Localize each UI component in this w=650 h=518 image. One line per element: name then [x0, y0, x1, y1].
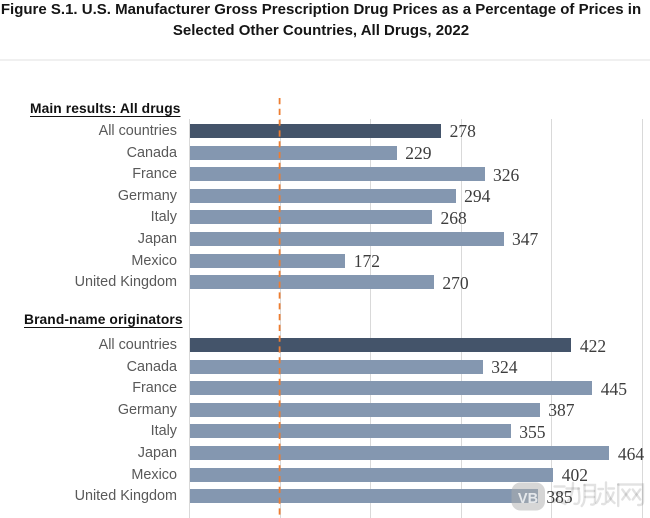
svg-text:VB: VB [518, 491, 538, 507]
